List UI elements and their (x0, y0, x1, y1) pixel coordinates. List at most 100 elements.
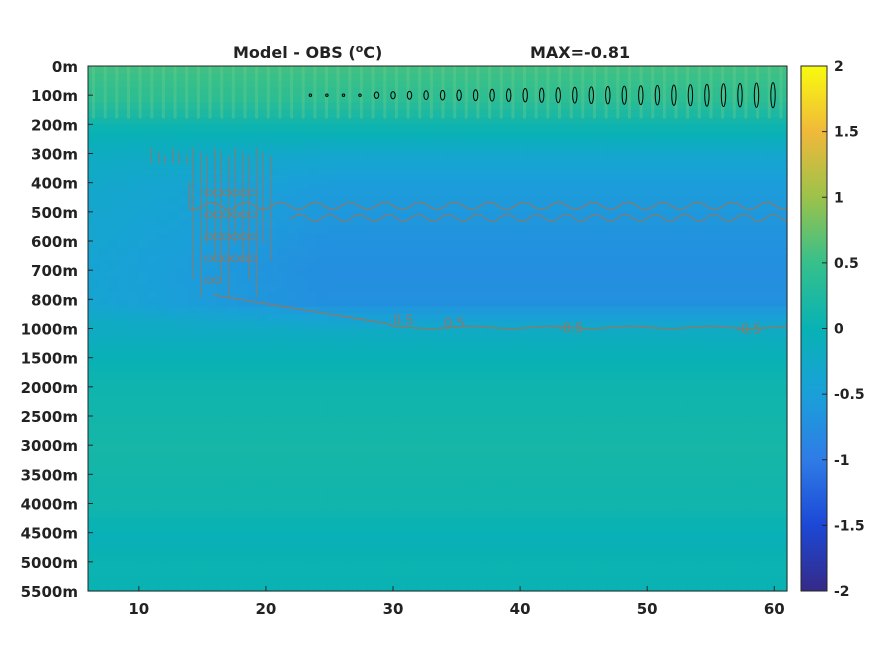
heat-cell (187, 379, 199, 388)
heat-cell (557, 430, 568, 439)
heat-cell (747, 124, 758, 133)
heat-cell (287, 109, 299, 118)
heat-cell (497, 182, 508, 191)
heat-cell (257, 408, 269, 417)
heat-cell (297, 423, 309, 432)
heat-cell (587, 102, 598, 111)
heat-cell (687, 394, 698, 403)
heat-cell (767, 189, 778, 198)
heat-cell (497, 452, 508, 461)
heat-cell (367, 510, 379, 519)
heat-cell (567, 437, 578, 446)
heat-cell (167, 430, 179, 439)
heat-cell (677, 569, 688, 578)
heat-cell (677, 117, 688, 125)
heat-cell (177, 175, 189, 184)
heat-cell (117, 343, 129, 351)
heat-cell (687, 306, 698, 315)
heat-cell (88, 488, 99, 497)
heat-cell (357, 80, 369, 89)
heat-cell (517, 525, 528, 534)
heat-cell (637, 131, 648, 140)
heat-cell (197, 117, 209, 125)
heat-cell (127, 95, 139, 104)
heat-cell (107, 394, 119, 403)
heat-cell (197, 102, 209, 111)
heat-cell (467, 153, 479, 162)
heat-cell (297, 277, 309, 286)
heat-cell (407, 117, 419, 125)
heat-cell (487, 452, 499, 461)
heat-cell (117, 292, 129, 300)
heat-cell (117, 138, 129, 147)
heat-cell (657, 474, 668, 483)
heat-cell (217, 313, 229, 322)
heat-cell (497, 518, 508, 526)
heat-cell (177, 95, 189, 104)
heat-cell (197, 153, 209, 162)
heat-cell (727, 510, 738, 519)
heat-cell (517, 299, 528, 308)
heat-cell (167, 335, 179, 344)
heat-cell (397, 481, 409, 490)
heat-cell (167, 73, 179, 82)
heat-cell (727, 248, 738, 257)
heat-cell (607, 321, 618, 330)
heat-cell (497, 496, 508, 505)
heat-cell (257, 102, 269, 111)
heat-cell (717, 532, 728, 541)
heat-cell (727, 328, 738, 337)
heat-cell (657, 328, 668, 337)
heat-cell (88, 292, 99, 300)
heat-cell (217, 481, 229, 490)
heat-cell (427, 430, 439, 439)
heat-cell (88, 496, 99, 505)
heat-cell (467, 146, 479, 155)
heat-cell (537, 95, 548, 104)
heat-cell (707, 189, 718, 198)
heat-cell (767, 124, 778, 133)
heat-cell (317, 335, 329, 344)
heat-cell (107, 445, 119, 454)
heat-cell (367, 481, 379, 490)
heat-cell (267, 262, 279, 271)
heat-cell (527, 189, 538, 198)
heat-cell (187, 335, 199, 344)
heat-cell (88, 467, 99, 475)
heat-cell (207, 532, 219, 541)
heat-cell (117, 518, 129, 526)
heat-cell (637, 474, 648, 483)
heat-cell (357, 488, 369, 497)
heat-cell (447, 219, 459, 228)
heat-cell (467, 255, 479, 264)
heat-cell (307, 66, 319, 74)
heat-cell (127, 211, 139, 220)
heat-cell (587, 554, 598, 563)
heat-cell (597, 488, 608, 497)
heat-cell (687, 262, 698, 271)
heat-cell (477, 576, 489, 585)
heat-cell (107, 197, 119, 206)
heat-cell (547, 430, 558, 439)
heat-cell (387, 554, 399, 563)
heat-cell (557, 547, 568, 556)
heat-cell (417, 401, 429, 410)
heat-cell (357, 95, 369, 104)
heat-cell (487, 554, 499, 563)
heat-cell (377, 138, 389, 147)
heat-cell (537, 313, 548, 322)
heat-cell (227, 189, 239, 198)
heat-cell (537, 372, 548, 381)
heat-cell (357, 175, 369, 184)
heat-cell (417, 131, 429, 140)
heat-cell (287, 241, 299, 249)
heat-cell (267, 109, 279, 118)
heat-cell (237, 569, 249, 578)
heat-cell (447, 525, 459, 534)
heat-cell (147, 379, 159, 388)
heat-cell (217, 124, 229, 133)
heat-cell (717, 160, 728, 169)
heat-cell (227, 117, 239, 125)
heat-cell (627, 109, 638, 118)
heat-cell (387, 138, 399, 147)
